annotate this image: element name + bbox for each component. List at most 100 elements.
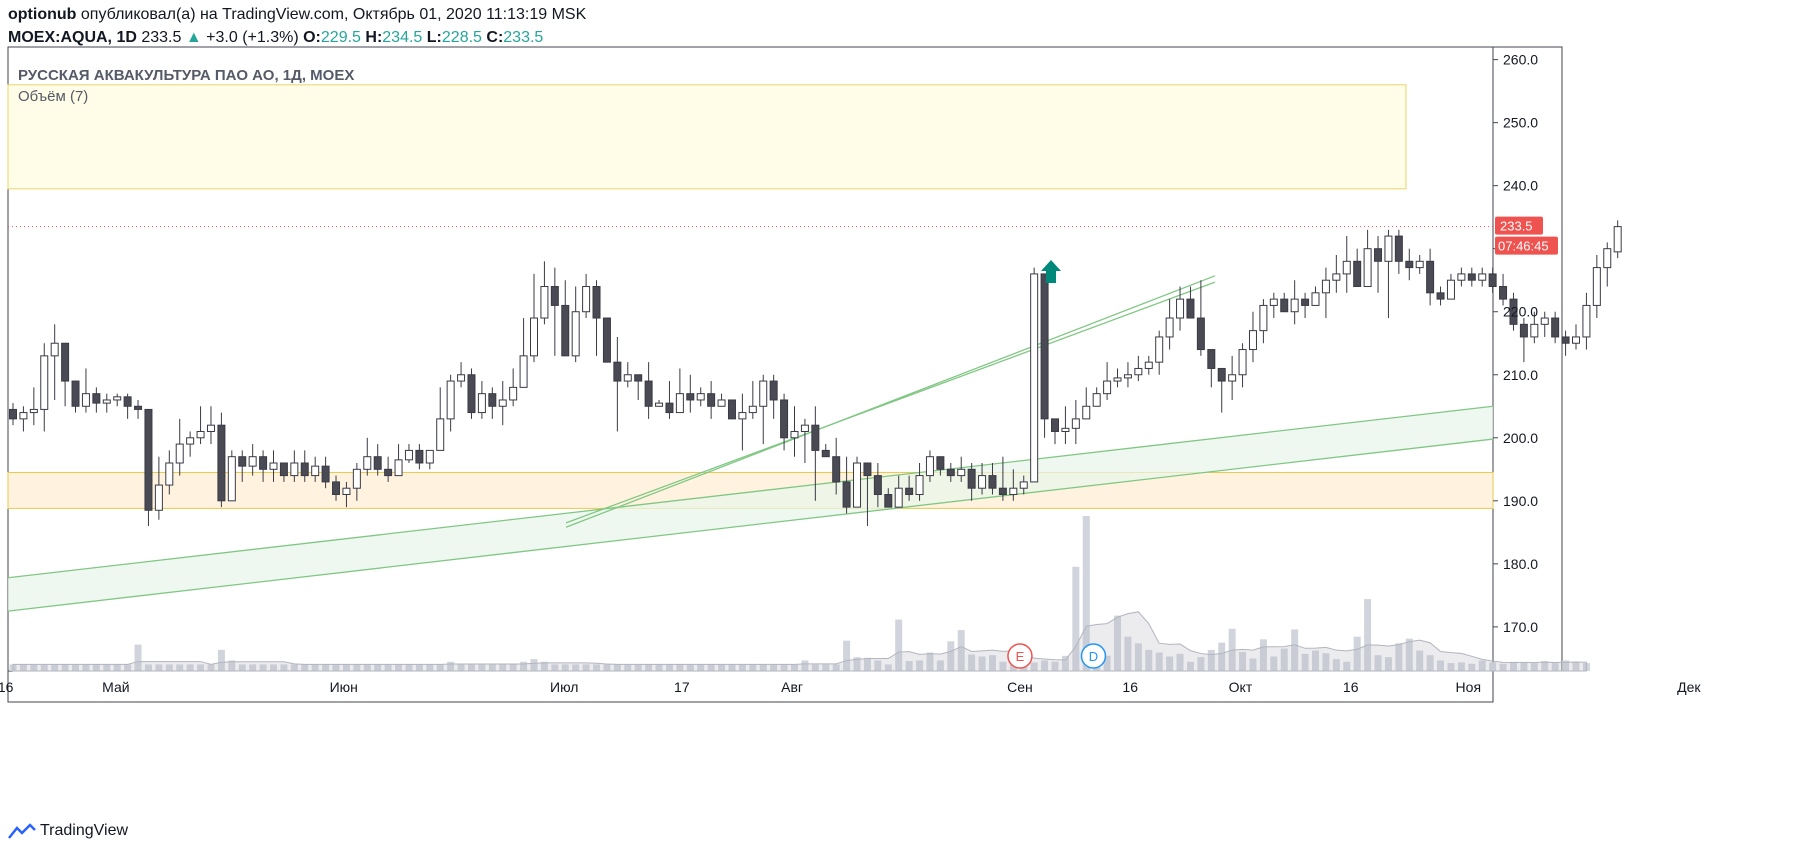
candle[interactable] — [300, 462, 309, 477]
candle[interactable] — [1144, 361, 1153, 369]
candle[interactable] — [1415, 260, 1424, 269]
candle[interactable] — [717, 399, 726, 407]
candle[interactable] — [1592, 267, 1601, 306]
candle[interactable] — [1103, 380, 1112, 395]
candle[interactable] — [1426, 260, 1435, 294]
candle[interactable] — [1572, 336, 1580, 344]
candle[interactable] — [602, 317, 611, 363]
candle[interactable] — [780, 399, 789, 439]
candle[interactable] — [363, 456, 372, 470]
candle[interactable] — [530, 317, 538, 357]
candle[interactable] — [311, 465, 320, 477]
candle[interactable] — [842, 481, 851, 508]
candle[interactable] — [571, 311, 580, 357]
candle[interactable] — [1238, 349, 1247, 376]
candle[interactable] — [154, 484, 163, 511]
candle[interactable] — [1436, 292, 1445, 300]
candle[interactable] — [1467, 273, 1476, 281]
candle[interactable] — [727, 399, 736, 420]
candle[interactable] — [561, 304, 570, 357]
candle[interactable] — [1321, 279, 1330, 294]
candle[interactable] — [1051, 418, 1059, 432]
candle[interactable] — [290, 462, 299, 477]
candle[interactable] — [425, 449, 434, 464]
candle[interactable] — [582, 286, 591, 313]
candle[interactable] — [457, 374, 466, 382]
candle[interactable] — [1405, 260, 1414, 269]
candle[interactable] — [1019, 481, 1028, 489]
candle[interactable] — [1446, 279, 1455, 300]
candle[interactable] — [498, 399, 507, 407]
candle[interactable] — [1394, 235, 1403, 262]
candle[interactable] — [321, 465, 330, 483]
candle[interactable] — [436, 418, 445, 451]
candle[interactable] — [1269, 298, 1278, 306]
trend-line-1[interactable] — [565, 275, 1216, 528]
candle[interactable] — [1603, 248, 1612, 269]
candle[interactable] — [384, 468, 393, 477]
candle[interactable] — [1374, 248, 1383, 262]
candle[interactable] — [9, 408, 17, 420]
channel-lower-line[interactable] — [7, 438, 1494, 612]
up-arrow-icon[interactable] — [1041, 260, 1061, 284]
candle[interactable] — [61, 342, 70, 382]
candle[interactable] — [675, 393, 684, 414]
trend-line-2[interactable] — [565, 281, 1216, 524]
candle[interactable] — [332, 481, 341, 496]
candle[interactable] — [1478, 273, 1487, 281]
candle[interactable] — [957, 468, 966, 477]
candle[interactable] — [1540, 317, 1549, 325]
candle[interactable] — [644, 380, 653, 407]
candle[interactable] — [134, 405, 143, 410]
candle[interactable] — [509, 386, 518, 401]
candle[interactable] — [269, 462, 278, 470]
candle[interactable] — [686, 393, 695, 401]
candle[interactable] — [1519, 323, 1528, 338]
candle[interactable] — [477, 393, 486, 414]
candle[interactable] — [238, 456, 247, 467]
candle[interactable] — [342, 487, 351, 496]
candle[interactable] — [634, 374, 643, 382]
candle[interactable] — [540, 286, 549, 319]
candle[interactable] — [748, 405, 757, 414]
candle[interactable] — [1134, 367, 1143, 376]
candle[interactable] — [144, 408, 153, 511]
candle[interactable] — [165, 462, 174, 486]
candle[interactable] — [373, 456, 382, 470]
candle[interactable] — [550, 286, 559, 306]
candle[interactable] — [759, 380, 768, 407]
candle[interactable] — [1071, 418, 1080, 429]
candle[interactable] — [279, 462, 288, 477]
candle[interactable] — [1030, 273, 1039, 483]
candle[interactable] — [196, 430, 205, 439]
candle[interactable] — [925, 456, 934, 477]
candle[interactable] — [905, 487, 914, 496]
candle[interactable] — [863, 462, 872, 477]
candle[interactable] — [915, 475, 924, 496]
event-marker[interactable] — [1080, 643, 1107, 669]
candle[interactable] — [102, 399, 111, 404]
candle[interactable] — [1301, 298, 1310, 306]
candle[interactable] — [519, 355, 528, 388]
candle[interactable] — [467, 374, 476, 414]
candle[interactable] — [832, 456, 841, 483]
candle[interactable] — [1582, 304, 1591, 338]
candle[interactable] — [1332, 273, 1341, 281]
candle[interactable] — [978, 475, 987, 489]
candle[interactable] — [821, 449, 830, 458]
candle[interactable] — [1207, 349, 1216, 369]
candle[interactable] — [446, 380, 455, 420]
candle[interactable] — [1113, 377, 1122, 382]
candle[interactable] — [123, 396, 132, 407]
candle[interactable] — [1353, 260, 1362, 288]
candle[interactable] — [1248, 330, 1257, 351]
candle[interactable] — [790, 430, 799, 439]
candle[interactable] — [853, 462, 862, 508]
candle[interactable] — [1082, 405, 1091, 420]
candle[interactable] — [1186, 298, 1195, 319]
candle[interactable] — [665, 402, 674, 414]
candle[interactable] — [259, 456, 268, 470]
channel-upper-line[interactable] — [7, 405, 1494, 579]
candle[interactable] — [655, 402, 664, 407]
